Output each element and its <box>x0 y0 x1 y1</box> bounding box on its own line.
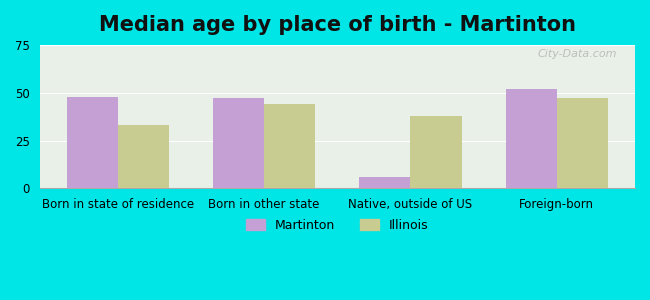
Bar <box>264 104 315 188</box>
Text: City-Data.com: City-Data.com <box>538 49 617 59</box>
Title: Median age by place of birth - Martinton: Median age by place of birth - Martinton <box>99 15 576 35</box>
Bar <box>557 98 608 188</box>
Bar <box>213 98 264 188</box>
Legend: Martinton, Illinois: Martinton, Illinois <box>241 214 434 237</box>
Bar <box>118 125 169 188</box>
Bar <box>359 177 410 188</box>
Bar <box>410 116 461 188</box>
Bar <box>67 97 118 188</box>
Bar <box>506 89 557 188</box>
